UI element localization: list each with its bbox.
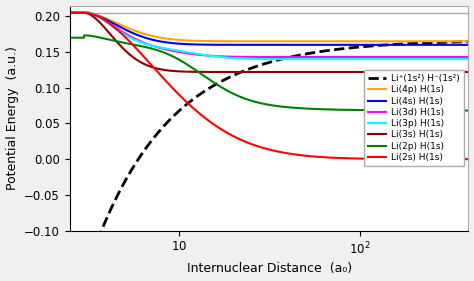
Li(4p) H(1s) bbox=[67, 11, 73, 14]
Li(4p) H(1s) bbox=[136, 30, 142, 34]
Li(4p) H(1s) bbox=[237, 40, 243, 43]
Li⁺(1s²) H⁻(1s²) bbox=[112, 198, 118, 202]
Li(3d) H(1s) bbox=[220, 55, 226, 58]
Line: Li(2s) H(1s): Li(2s) H(1s) bbox=[70, 13, 468, 159]
Li(3p) H(1s) bbox=[450, 57, 456, 61]
Li(2p) H(1s) bbox=[112, 39, 118, 43]
Li(3s) H(1s) bbox=[415, 70, 420, 74]
Li(4p) H(1s) bbox=[415, 40, 420, 43]
Li(3p) H(1s) bbox=[458, 57, 464, 61]
Li(4s) H(1s) bbox=[415, 43, 420, 47]
Li(2s) H(1s) bbox=[112, 26, 118, 30]
Li(3p) H(1s) bbox=[82, 10, 87, 13]
Li(2p) H(1s) bbox=[415, 109, 420, 112]
Li(3p) H(1s) bbox=[136, 40, 142, 43]
Li(2s) H(1s) bbox=[136, 49, 142, 53]
Li(3p) H(1s) bbox=[465, 57, 471, 61]
Li(3s) H(1s) bbox=[67, 11, 73, 14]
Li(3d) H(1s) bbox=[419, 55, 425, 59]
Li(3p) H(1s) bbox=[220, 56, 226, 59]
Li⁺(1s²) H⁻(1s²) bbox=[136, 157, 142, 160]
Line: Li(4s) H(1s): Li(4s) H(1s) bbox=[70, 13, 468, 45]
Li(3s) H(1s) bbox=[237, 70, 243, 74]
Li(4p) H(1s) bbox=[220, 40, 226, 43]
Li(2p) H(1s) bbox=[458, 109, 464, 112]
Line: Li⁺(1s²) H⁻(1s²): Li⁺(1s²) H⁻(1s²) bbox=[70, 42, 468, 281]
Li(2p) H(1s) bbox=[136, 44, 142, 47]
Li(3d) H(1s) bbox=[458, 55, 464, 59]
Li(4p) H(1s) bbox=[453, 40, 458, 43]
Li(3s) H(1s) bbox=[458, 70, 464, 74]
Li⁺(1s²) H⁻(1s²) bbox=[465, 40, 471, 43]
Li⁺(1s²) H⁻(1s²) bbox=[220, 79, 226, 82]
Li(4p) H(1s) bbox=[112, 21, 118, 24]
Li(3d) H(1s) bbox=[415, 55, 420, 59]
Li(2s) H(1s) bbox=[67, 11, 73, 14]
Li(4s) H(1s) bbox=[237, 43, 243, 47]
Li(3s) H(1s) bbox=[112, 38, 118, 42]
X-axis label: Internuclear Distance  (a₀): Internuclear Distance (a₀) bbox=[186, 262, 352, 275]
Li(3d) H(1s) bbox=[82, 10, 87, 14]
Li(3d) H(1s) bbox=[136, 39, 142, 42]
Line: Li(3s) H(1s): Li(3s) H(1s) bbox=[70, 13, 468, 72]
Y-axis label: Potential Energy  (a.u.): Potential Energy (a.u.) bbox=[6, 46, 18, 190]
Li(4s) H(1s) bbox=[465, 43, 471, 47]
Li(2p) H(1s) bbox=[237, 95, 243, 98]
Li⁺(1s²) H⁻(1s²) bbox=[237, 71, 243, 74]
Li⁺(1s²) H⁻(1s²) bbox=[458, 40, 464, 44]
Li(3d) H(1s) bbox=[465, 55, 471, 59]
Li(2p) H(1s) bbox=[82, 34, 88, 37]
Li(4s) H(1s) bbox=[220, 43, 226, 46]
Line: Li(3d) H(1s): Li(3d) H(1s) bbox=[70, 12, 468, 57]
Li(4s) H(1s) bbox=[112, 22, 118, 26]
Li(4s) H(1s) bbox=[458, 43, 464, 47]
Li(2p) H(1s) bbox=[220, 86, 226, 90]
Li(4s) H(1s) bbox=[136, 34, 142, 37]
Li(3p) H(1s) bbox=[67, 11, 73, 14]
Li(3s) H(1s) bbox=[136, 60, 142, 63]
Line: Li(3p) H(1s): Li(3p) H(1s) bbox=[70, 12, 468, 59]
Li(4s) H(1s) bbox=[437, 43, 442, 47]
Li(2s) H(1s) bbox=[220, 128, 226, 132]
Li(2s) H(1s) bbox=[237, 138, 243, 141]
Li(2p) H(1s) bbox=[67, 36, 73, 39]
Li(2p) H(1s) bbox=[465, 109, 471, 112]
Li(3s) H(1s) bbox=[220, 70, 226, 74]
Li(4p) H(1s) bbox=[458, 40, 464, 43]
Li⁺(1s²) H⁻(1s²) bbox=[415, 42, 420, 45]
Li(3s) H(1s) bbox=[385, 70, 391, 74]
Li(3p) H(1s) bbox=[237, 57, 243, 60]
Li(2s) H(1s) bbox=[415, 157, 420, 161]
Legend: Li⁺(1s²) H⁻(1s²), Li(4p) H(1s), Li(4s) H(1s), Li(3d) H(1s), Li(3p) H(1s), Li(3s): Li⁺(1s²) H⁻(1s²), Li(4p) H(1s), Li(4s) H… bbox=[364, 70, 464, 166]
Li(3s) H(1s) bbox=[465, 70, 471, 74]
Li(3d) H(1s) bbox=[237, 55, 243, 58]
Li(4p) H(1s) bbox=[465, 40, 471, 43]
Li(3p) H(1s) bbox=[112, 27, 118, 30]
Line: Li(4p) H(1s): Li(4p) H(1s) bbox=[70, 13, 468, 41]
Li(3p) H(1s) bbox=[415, 57, 420, 61]
Li(4s) H(1s) bbox=[67, 11, 73, 14]
Li(2s) H(1s) bbox=[465, 157, 471, 161]
Li(3d) H(1s) bbox=[112, 26, 118, 29]
Li(2s) H(1s) bbox=[458, 157, 464, 161]
Line: Li(2p) H(1s): Li(2p) H(1s) bbox=[70, 35, 468, 110]
Li(3d) H(1s) bbox=[67, 11, 73, 14]
